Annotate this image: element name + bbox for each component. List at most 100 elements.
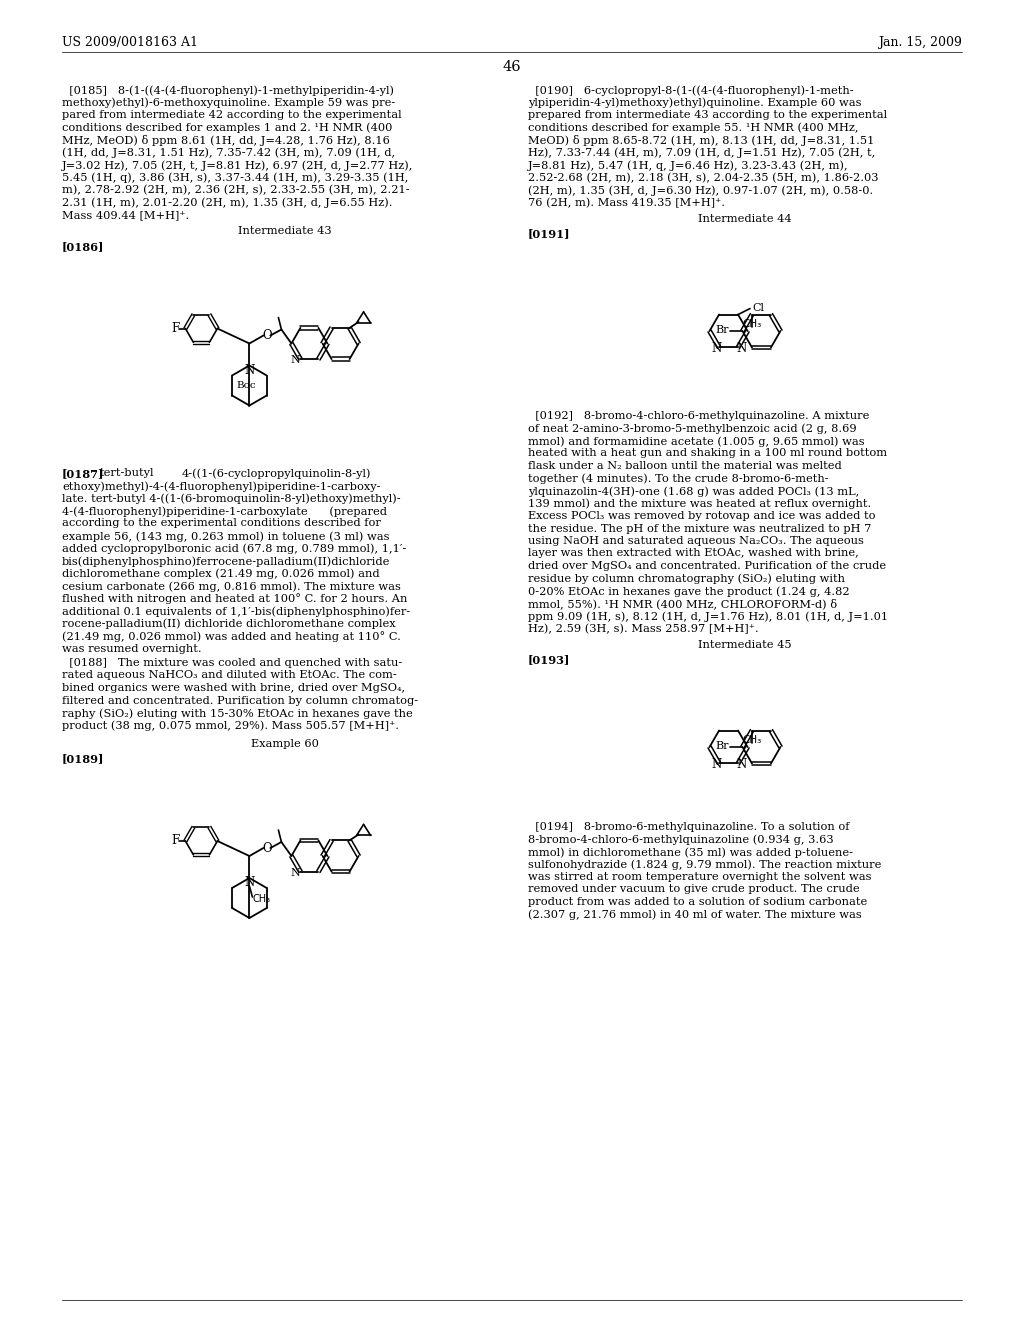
Text: Intermediate 44: Intermediate 44 (698, 214, 792, 224)
Text: 139 mmol) and the mixture was heated at reflux overnight.: 139 mmol) and the mixture was heated at … (528, 499, 871, 510)
Text: ylquinazolin-4(3H)-one (1.68 g) was added POCl₃ (13 mL,: ylquinazolin-4(3H)-one (1.68 g) was adde… (528, 486, 859, 496)
Text: bis(diphenylphosphino)ferrocene-palladium(II)dichloride: bis(diphenylphosphino)ferrocene-palladiu… (62, 556, 390, 566)
Text: 76 (2H, m). Mass 419.35 [M+H]⁺.: 76 (2H, m). Mass 419.35 [M+H]⁺. (528, 198, 725, 207)
Text: MeOD) δ ppm 8.65-8.72 (1H, m), 8.13 (1H, dd, J=8.31, 1.51: MeOD) δ ppm 8.65-8.72 (1H, m), 8.13 (1H,… (528, 135, 874, 147)
Text: rated aqueous NaHCO₃ and diluted with EtOAc. The com-: rated aqueous NaHCO₃ and diluted with Et… (62, 671, 396, 681)
Text: Mass 409.44 [M+H]⁺.: Mass 409.44 [M+H]⁺. (62, 210, 189, 220)
Text: CH₃: CH₃ (742, 734, 762, 744)
Text: Cl: Cl (752, 302, 764, 313)
Text: was resumed overnight.: was resumed overnight. (62, 644, 202, 653)
Text: using NaOH and saturated aqueous Na₂CO₃. The aqueous: using NaOH and saturated aqueous Na₂CO₃.… (528, 536, 864, 546)
Text: removed under vacuum to give crude product. The crude: removed under vacuum to give crude produ… (528, 884, 859, 895)
Text: (2.307 g, 21.76 mmol) in 40 ml of water. The mixture was: (2.307 g, 21.76 mmol) in 40 ml of water.… (528, 909, 862, 920)
Text: late. tert-butyl 4-((1-(6-bromoquinolin-8-yl)ethoxy)methyl)-: late. tert-butyl 4-((1-(6-bromoquinolin-… (62, 494, 400, 504)
Text: cesium carbonate (266 mg, 0.816 mmol). The mixture was: cesium carbonate (266 mg, 0.816 mmol). T… (62, 581, 400, 591)
Text: (2H, m), 1.35 (3H, d, J=6.30 Hz), 0.97-1.07 (2H, m), 0.58-0.: (2H, m), 1.35 (3H, d, J=6.30 Hz), 0.97-1… (528, 185, 873, 195)
Text: N: N (291, 355, 300, 366)
Text: filtered and concentrated. Purification by column chromatog-: filtered and concentrated. Purification … (62, 696, 418, 705)
Text: flushed with nitrogen and heated at 100° C. for 2 hours. An: flushed with nitrogen and heated at 100°… (62, 594, 408, 605)
Text: N: N (736, 342, 746, 355)
Text: product (38 mg, 0.075 mmol, 29%). Mass 505.57 [M+H]⁺.: product (38 mg, 0.075 mmol, 29%). Mass 5… (62, 721, 399, 731)
Text: 4-(4-fluorophenyl)piperidine-1-carboxylate      (prepared: 4-(4-fluorophenyl)piperidine-1-carboxyla… (62, 506, 387, 516)
Text: 5.45 (1H, q), 3.86 (3H, s), 3.37-3.44 (1H, m), 3.29-3.35 (1H,: 5.45 (1H, q), 3.86 (3H, s), 3.37-3.44 (1… (62, 173, 409, 183)
Text: additional 0.1 equivalents of 1,1′-bis(diphenylphosphino)fer-: additional 0.1 equivalents of 1,1′-bis(d… (62, 606, 411, 616)
Text: ethoxy)methyl)-4-(4-fluorophenyl)piperidine-1-carboxy-: ethoxy)methyl)-4-(4-fluorophenyl)piperid… (62, 480, 381, 491)
Text: US 2009/0018163 A1: US 2009/0018163 A1 (62, 36, 198, 49)
Text: [0185]   8-(1-((4-(4-fluorophenyl)-1-methylpiperidin-4-yl): [0185] 8-(1-((4-(4-fluorophenyl)-1-methy… (62, 84, 394, 95)
Text: raphy (SiO₂) eluting with 15-30% EtOAc in hexanes gave the: raphy (SiO₂) eluting with 15-30% EtOAc i… (62, 708, 413, 718)
Text: heated with a heat gun and shaking in a 100 ml round bottom: heated with a heat gun and shaking in a … (528, 449, 887, 458)
Text: O: O (262, 842, 272, 854)
Text: [0194]   8-bromo-6-methylquinazoline. To a solution of: [0194] 8-bromo-6-methylquinazoline. To a… (528, 822, 850, 832)
Text: [0187]: [0187] (62, 469, 104, 479)
Text: [0188]   The mixture was cooled and quenched with satu-: [0188] The mixture was cooled and quench… (62, 657, 402, 668)
Text: (21.49 mg, 0.026 mmol) was added and heating at 110° C.: (21.49 mg, 0.026 mmol) was added and hea… (62, 631, 400, 642)
Text: Example 60: Example 60 (251, 739, 318, 748)
Text: methoxy)ethyl)-6-methoxyquinoline. Example 59 was pre-: methoxy)ethyl)-6-methoxyquinoline. Examp… (62, 98, 395, 108)
Text: according to the experimental conditions described for: according to the experimental conditions… (62, 519, 381, 528)
Text: ylpiperidin-4-yl)methoxy)ethyl)quinoline. Example 60 was: ylpiperidin-4-yl)methoxy)ethyl)quinoline… (528, 98, 861, 108)
Text: N: N (291, 867, 300, 878)
Text: [0186]: [0186] (62, 242, 104, 252)
Text: tert-butyl: tert-butyl (100, 469, 155, 479)
Text: was stirred at room temperature overnight the solvent was: was stirred at room temperature overnigh… (528, 873, 871, 882)
Text: N: N (736, 758, 746, 771)
Text: conditions described for examples 1 and 2. ¹H NMR (400: conditions described for examples 1 and … (62, 123, 392, 133)
Text: mmol) and formamidine acetate (1.005 g, 9.65 mmol) was: mmol) and formamidine acetate (1.005 g, … (528, 436, 864, 446)
Text: 8-bromo-4-chloro-6-methylquinazoline (0.934 g, 3.63: 8-bromo-4-chloro-6-methylquinazoline (0.… (528, 834, 834, 845)
Text: bined organics were washed with brine, dried over MgSO₄,: bined organics were washed with brine, d… (62, 682, 406, 693)
Text: N: N (711, 342, 721, 355)
Text: Excess POCl₃ was removed by rotovap and ice was added to: Excess POCl₃ was removed by rotovap and … (528, 511, 876, 521)
Text: ppm 9.09 (1H, s), 8.12 (1H, d, J=1.76 Hz), 8.01 (1H, d, J=1.01: ppm 9.09 (1H, s), 8.12 (1H, d, J=1.76 Hz… (528, 611, 888, 622)
Text: 2.52-2.68 (2H, m), 2.18 (3H, s), 2.04-2.35 (5H, m), 1.86-2.03: 2.52-2.68 (2H, m), 2.18 (3H, s), 2.04-2.… (528, 173, 879, 183)
Text: Hz), 2.59 (3H, s). Mass 258.97 [M+H]⁺.: Hz), 2.59 (3H, s). Mass 258.97 [M+H]⁺. (528, 623, 759, 634)
Text: 4-((1-(6-cyclopropylquinolin-8-yl): 4-((1-(6-cyclopropylquinolin-8-yl) (182, 469, 372, 479)
Text: Intermediate 43: Intermediate 43 (239, 227, 332, 236)
Text: prepared from intermediate 43 according to the experimental: prepared from intermediate 43 according … (528, 110, 887, 120)
Text: the residue. The pH of the mixture was neutralized to pH 7: the residue. The pH of the mixture was n… (528, 524, 871, 533)
Text: dried over MgSO₄ and concentrated. Purification of the crude: dried over MgSO₄ and concentrated. Purif… (528, 561, 886, 572)
Text: sulfonohydrazide (1.824 g, 9.79 mmol). The reaction mixture: sulfonohydrazide (1.824 g, 9.79 mmol). T… (528, 859, 882, 870)
Text: J=8.81 Hz), 5.47 (1H, q, J=6.46 Hz), 3.23-3.43 (2H, m),: J=8.81 Hz), 5.47 (1H, q, J=6.46 Hz), 3.2… (528, 160, 849, 170)
Text: O: O (262, 329, 272, 342)
Text: together (4 minutes). To the crude 8-bromo-6-meth-: together (4 minutes). To the crude 8-bro… (528, 474, 828, 484)
Text: N: N (711, 758, 721, 771)
Text: CH₃: CH₃ (252, 894, 270, 904)
Text: 0-20% EtOAc in hexanes gave the product (1.24 g, 4.82: 0-20% EtOAc in hexanes gave the product … (528, 586, 850, 597)
Text: layer was then extracted with EtOAc, washed with brine,: layer was then extracted with EtOAc, was… (528, 549, 859, 558)
Text: 46: 46 (503, 59, 521, 74)
Text: product from was added to a solution of sodium carbonate: product from was added to a solution of … (528, 898, 867, 907)
Text: [0193]: [0193] (528, 655, 570, 665)
Text: (1H, dd, J=8.31, 1.51 Hz), 7.35-7.42 (3H, m), 7.09 (1H, d,: (1H, dd, J=8.31, 1.51 Hz), 7.35-7.42 (3H… (62, 148, 395, 158)
Text: N: N (245, 364, 255, 378)
Text: example 56, (143 mg, 0.263 mmol) in toluene (3 ml) was: example 56, (143 mg, 0.263 mmol) in tolu… (62, 531, 389, 541)
Text: rocene-palladium(II) dichloride dichloromethane complex: rocene-palladium(II) dichloride dichloro… (62, 619, 395, 630)
Text: Boc: Boc (237, 381, 256, 391)
Text: added cyclopropylboronic acid (67.8 mg, 0.789 mmol), 1,1′-: added cyclopropylboronic acid (67.8 mg, … (62, 544, 407, 554)
Text: J=3.02 Hz), 7.05 (2H, t, J=8.81 Hz), 6.97 (2H, d, J=2.77 Hz),: J=3.02 Hz), 7.05 (2H, t, J=8.81 Hz), 6.9… (62, 160, 414, 170)
Text: mmol) in dichloromethane (35 ml) was added p-toluene-: mmol) in dichloromethane (35 ml) was add… (528, 847, 853, 858)
Text: 2.31 (1H, m), 2.01-2.20 (2H, m), 1.35 (3H, d, J=6.55 Hz).: 2.31 (1H, m), 2.01-2.20 (2H, m), 1.35 (3… (62, 198, 392, 209)
Text: Br: Br (715, 741, 728, 751)
Text: F: F (171, 322, 179, 335)
Text: flask under a N₂ balloon until the material was melted: flask under a N₂ balloon until the mater… (528, 461, 842, 471)
Text: MHz, MeOD) δ ppm 8.61 (1H, dd, J=4.28, 1.76 Hz), 8.16: MHz, MeOD) δ ppm 8.61 (1H, dd, J=4.28, 1… (62, 135, 390, 147)
Text: pared from intermediate 42 according to the experimental: pared from intermediate 42 according to … (62, 110, 401, 120)
Text: [0191]: [0191] (528, 228, 570, 239)
Text: residue by column chromatography (SiO₂) eluting with: residue by column chromatography (SiO₂) … (528, 573, 845, 583)
Text: [0190]   6-cyclopropyl-8-(1-((4-(4-fluorophenyl)-1-meth-: [0190] 6-cyclopropyl-8-(1-((4-(4-fluorop… (528, 84, 854, 95)
Text: of neat 2-amino-3-bromo-5-methylbenzoic acid (2 g, 8.69: of neat 2-amino-3-bromo-5-methylbenzoic … (528, 424, 857, 434)
Text: dichloromethane complex (21.49 mg, 0.026 mmol) and: dichloromethane complex (21.49 mg, 0.026… (62, 569, 380, 579)
Text: m), 2.78-2.92 (2H, m), 2.36 (2H, s), 2.33-2.55 (3H, m), 2.21-: m), 2.78-2.92 (2H, m), 2.36 (2H, s), 2.3… (62, 185, 410, 195)
Text: Hz), 7.33-7.44 (4H, m), 7.09 (1H, d, J=1.51 Hz), 7.05 (2H, t,: Hz), 7.33-7.44 (4H, m), 7.09 (1H, d, J=1… (528, 148, 876, 158)
Text: Jan. 15, 2009: Jan. 15, 2009 (879, 36, 962, 49)
Text: conditions described for example 55. ¹H NMR (400 MHz,: conditions described for example 55. ¹H … (528, 123, 858, 133)
Text: F: F (171, 834, 179, 847)
Text: Br: Br (715, 325, 728, 335)
Text: CH₃: CH₃ (742, 318, 762, 329)
Text: N: N (245, 876, 255, 890)
Text: [0192]   8-bromo-4-chloro-6-methylquinazoline. A mixture: [0192] 8-bromo-4-chloro-6-methylquinazol… (528, 411, 869, 421)
Text: [0189]: [0189] (62, 754, 104, 764)
Text: mmol, 55%). ¹H NMR (400 MHz, CHLOROFORM-d) δ: mmol, 55%). ¹H NMR (400 MHz, CHLOROFORM-… (528, 598, 838, 610)
Text: Intermediate 45: Intermediate 45 (698, 640, 792, 649)
